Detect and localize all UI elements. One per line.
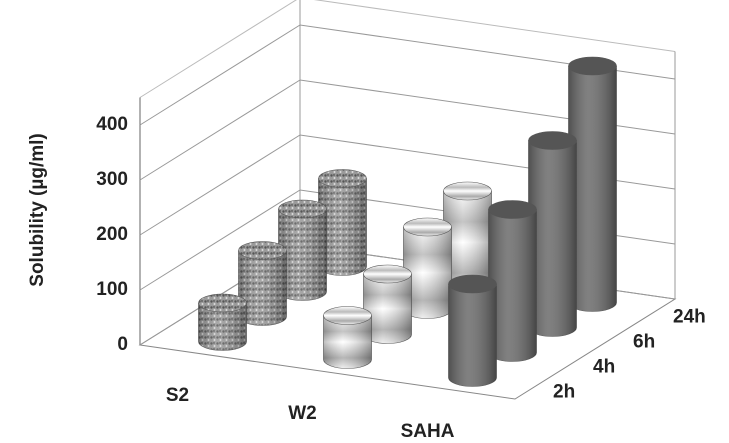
grid-line xyxy=(139,24,676,126)
y-axis-label: Solubility (µg/ml) xyxy=(27,133,48,286)
cylinder-top xyxy=(568,56,617,76)
cylinder xyxy=(528,131,577,337)
grid-line xyxy=(139,79,676,181)
depth-tick-label: 4h xyxy=(593,357,615,378)
cylinder-top xyxy=(528,131,577,150)
depth-tick-label: 24h xyxy=(673,307,706,328)
cylinder-shade xyxy=(488,209,537,362)
y-tick-label: 300 xyxy=(96,169,128,190)
y-tick-label: 100 xyxy=(96,279,128,300)
cylinder-shade xyxy=(323,315,372,369)
cylinder xyxy=(403,217,452,319)
x-tick-label: SAHA xyxy=(401,421,455,438)
y-tick-label: 400 xyxy=(96,114,128,135)
cylinder xyxy=(238,241,287,326)
cylinder xyxy=(448,274,497,387)
cylinder-shade xyxy=(278,209,327,301)
cylinder-top xyxy=(238,241,287,260)
cylinder-top xyxy=(198,293,247,313)
cylinder-shade xyxy=(448,284,497,387)
y-tick-label: 0 xyxy=(117,334,128,355)
cylinder-shade xyxy=(318,178,367,276)
cylinder-top xyxy=(448,274,497,294)
x-tick-label: S2 xyxy=(166,385,189,406)
cylinder-top xyxy=(403,217,452,237)
cylinder xyxy=(568,56,617,312)
cylinder xyxy=(278,199,327,301)
cylinder-top xyxy=(363,264,412,284)
cylinder xyxy=(318,169,367,276)
cylinder-top xyxy=(488,200,537,219)
cylinder xyxy=(443,181,492,294)
cylinder-shade xyxy=(443,191,492,294)
cylinder-top xyxy=(278,199,327,219)
x-tick-label: W2 xyxy=(288,403,317,424)
cylinder-shade xyxy=(568,66,617,312)
depth-tick-label: 2h xyxy=(553,382,575,403)
cylinder-top xyxy=(323,306,372,325)
depth-tick-label: 6h xyxy=(633,332,655,353)
cylinder-shade xyxy=(238,250,287,326)
cylinder-top xyxy=(318,169,367,188)
cylinder xyxy=(198,293,247,351)
cylinder-shade xyxy=(198,303,247,351)
wall-edge xyxy=(139,0,676,98)
y-tick-label: 200 xyxy=(96,224,128,245)
cylinder-shade xyxy=(528,140,577,337)
cylinder-shade xyxy=(403,227,452,319)
cylinder xyxy=(323,306,372,369)
cylinder-shade xyxy=(363,274,412,344)
cylinder xyxy=(488,200,537,362)
cylinder xyxy=(363,264,412,344)
cylinder-top xyxy=(443,181,492,201)
